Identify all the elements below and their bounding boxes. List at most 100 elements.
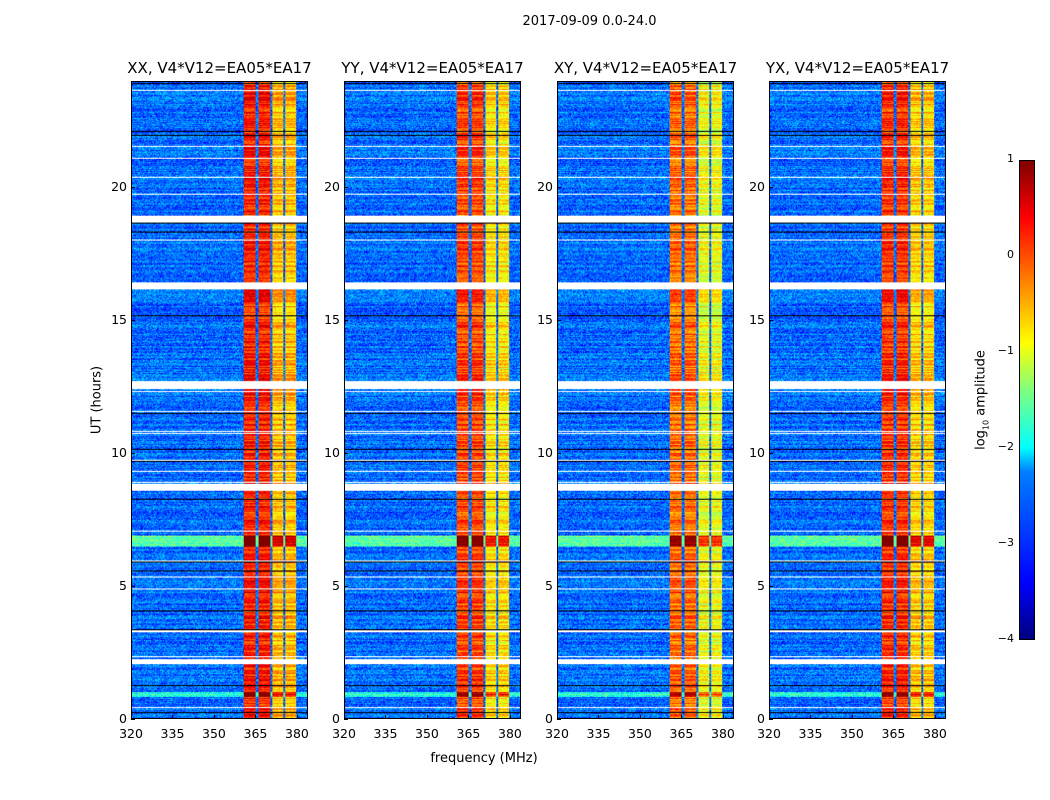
y-tick-label: 15 <box>749 312 765 328</box>
colorbar-tick-label: −3 <box>997 536 1014 549</box>
x-tick-mark <box>426 715 428 719</box>
y-tick-mark <box>557 719 561 720</box>
y-tick-label: 5 <box>332 578 340 594</box>
y-axis-label: UT (hours) <box>89 365 105 435</box>
y-tick-mark <box>557 187 561 189</box>
y-tick-mark <box>557 453 561 455</box>
y-tick-label: 0 <box>332 711 340 726</box>
y-tick-label: 20 <box>324 179 340 195</box>
x-tick-mark <box>769 715 770 719</box>
colorbar-label-rest: amplitude <box>973 350 989 420</box>
x-tick-mark <box>639 715 641 719</box>
x-tick-mark <box>255 715 257 719</box>
y-tick-label: 5 <box>545 578 553 594</box>
spectrogram-panel <box>344 81 521 719</box>
x-tick-label: 365 <box>881 726 906 741</box>
panel-title: YY, V4*V12=EA05*EA17 <box>341 59 524 77</box>
y-tick-label: 10 <box>537 445 553 461</box>
y-tick-mark <box>344 187 348 189</box>
x-tick-mark <box>213 715 215 719</box>
panel-title: YX, V4*V12=EA05*EA17 <box>765 59 950 77</box>
x-tick-mark <box>468 715 470 719</box>
y-tick-mark <box>557 320 561 322</box>
colorbar <box>1019 160 1035 640</box>
y-tick-mark <box>344 586 348 588</box>
spectrogram-image <box>345 82 520 718</box>
x-tick-label: 365 <box>669 726 694 741</box>
x-tick-mark <box>509 715 511 719</box>
y-tick-mark <box>344 453 348 455</box>
y-tick-label: 15 <box>324 312 340 328</box>
x-tick-label: 335 <box>798 726 823 741</box>
x-tick-label: 320 <box>332 726 356 741</box>
y-tick-label: 20 <box>537 179 553 195</box>
x-tick-mark <box>172 715 174 719</box>
x-tick-label: 380 <box>285 726 309 741</box>
x-tick-mark <box>344 715 345 719</box>
x-tick-label: 365 <box>456 726 481 741</box>
y-tick-label: 10 <box>749 445 765 461</box>
x-tick-mark <box>681 715 683 719</box>
x-tick-label: 350 <box>628 726 652 741</box>
x-tick-label: 380 <box>923 726 947 741</box>
x-tick-label: 380 <box>711 726 735 741</box>
spectrogram-image <box>558 82 733 718</box>
spectrogram-panel <box>557 81 734 719</box>
y-tick-mark <box>769 453 773 455</box>
colorbar-tick-label: −4 <box>997 632 1014 645</box>
colorbar-tick-label: −2 <box>997 440 1014 453</box>
y-tick-mark <box>769 586 773 588</box>
x-tick-label: 335 <box>373 726 398 741</box>
y-tick-label: 20 <box>111 179 127 195</box>
x-tick-mark <box>131 715 132 719</box>
x-tick-mark <box>851 715 853 719</box>
y-tick-label: 5 <box>757 578 765 594</box>
x-tick-label: 335 <box>160 726 185 741</box>
spectrogram-panel <box>131 81 308 719</box>
x-tick-label: 335 <box>586 726 611 741</box>
x-tick-mark <box>296 715 298 719</box>
x-tick-mark <box>385 715 387 719</box>
x-tick-mark <box>557 715 558 719</box>
y-tick-label: 5 <box>119 578 127 594</box>
figure-title: 2017-09-09 0.0-24.0 <box>522 14 657 29</box>
x-tick-mark <box>893 715 895 719</box>
colorbar-tick-label: 0 <box>1007 248 1014 261</box>
y-tick-mark <box>769 719 773 720</box>
y-tick-mark <box>769 320 773 322</box>
y-tick-mark <box>131 320 135 322</box>
x-tick-label: 320 <box>545 726 569 741</box>
y-tick-mark <box>131 719 135 720</box>
colorbar-label-sub: 10 <box>981 419 991 431</box>
y-tick-mark <box>131 586 135 588</box>
panel-title: XX, V4*V12=EA05*EA17 <box>127 59 312 77</box>
x-tick-label: 380 <box>498 726 522 741</box>
y-tick-label: 0 <box>757 711 765 726</box>
y-tick-mark <box>344 320 348 322</box>
x-tick-mark <box>722 715 724 719</box>
panel-title: XY, V4*V12=EA05*EA17 <box>553 59 738 77</box>
x-tick-label: 350 <box>202 726 226 741</box>
spectrogram-image <box>770 82 945 718</box>
colorbar-tick-label: 1 <box>1007 152 1014 165</box>
y-tick-mark <box>769 187 773 189</box>
y-tick-mark <box>131 187 135 189</box>
x-tick-label: 350 <box>840 726 864 741</box>
y-tick-label: 10 <box>324 445 340 461</box>
colorbar-tick-label: −1 <box>997 344 1014 357</box>
y-tick-mark <box>557 586 561 588</box>
x-axis-label: frequency (MHz) <box>430 751 538 766</box>
x-tick-mark <box>934 715 936 719</box>
y-tick-mark <box>131 453 135 455</box>
y-tick-label: 15 <box>111 312 127 328</box>
x-tick-mark <box>598 715 600 719</box>
y-tick-mark <box>344 719 348 720</box>
x-tick-label: 365 <box>243 726 268 741</box>
colorbar-label: log10 amplitude <box>974 350 991 450</box>
y-tick-label: 15 <box>537 312 553 328</box>
x-tick-label: 320 <box>757 726 781 741</box>
x-tick-label: 320 <box>119 726 143 741</box>
x-tick-mark <box>810 715 812 719</box>
y-tick-label: 0 <box>119 711 127 726</box>
